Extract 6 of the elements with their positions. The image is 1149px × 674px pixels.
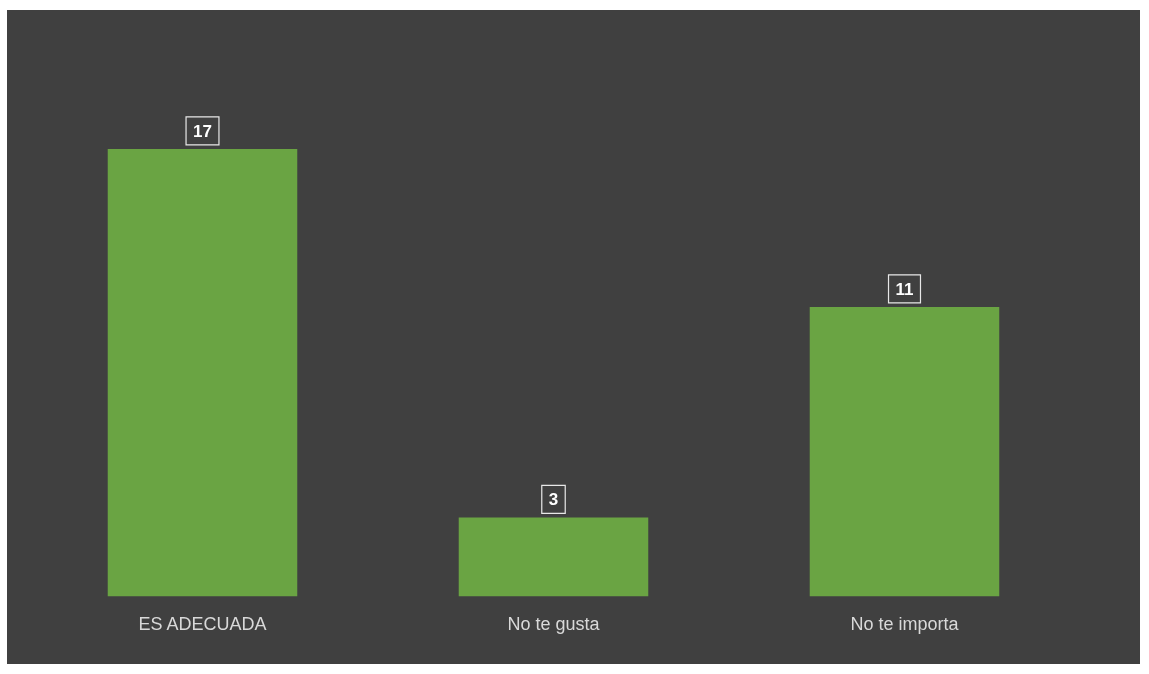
x-tick-label: No te importa [850,614,960,635]
x-tick-label: No te gusta [507,614,601,635]
data-label: 3 [548,490,559,510]
x-tick-label: ES ADECUADA [138,614,267,635]
data-label: 11 [895,279,914,299]
data-label: 17 [193,121,212,141]
